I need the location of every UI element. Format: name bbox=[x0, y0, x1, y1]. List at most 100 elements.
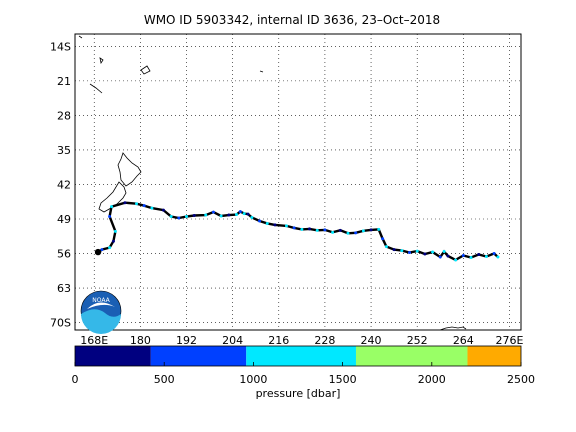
map-grid bbox=[75, 34, 521, 330]
track-profile-point bbox=[185, 215, 188, 219]
track-profile-point bbox=[219, 214, 223, 218]
track-profile-point bbox=[484, 254, 488, 258]
lat-tick-label: 56 bbox=[57, 248, 71, 261]
lat-tick-label: 35 bbox=[57, 144, 71, 157]
lat-tick-label: 49 bbox=[57, 213, 71, 226]
track-profile-point bbox=[242, 212, 246, 216]
colorbar-segments bbox=[75, 346, 521, 366]
track-profile-point bbox=[123, 201, 127, 205]
colorbar-tick-label: 2000 bbox=[418, 373, 446, 386]
latitude-labels: 14S 21 28 35 42 49 56 63 70S bbox=[50, 40, 71, 329]
colorbar-segment bbox=[246, 346, 356, 366]
antarctica-coast bbox=[439, 326, 467, 331]
track-profile-point bbox=[250, 216, 254, 220]
track-profile-point bbox=[100, 248, 104, 252]
float-track bbox=[94, 201, 500, 262]
track-profile-point bbox=[415, 249, 419, 253]
track-profile-point bbox=[246, 212, 250, 216]
colorbar-segment bbox=[355, 346, 468, 366]
land-outlines bbox=[78, 35, 467, 331]
colorbar-tick-label: 0 bbox=[72, 373, 79, 386]
track-profile-point bbox=[315, 228, 319, 232]
colorbar-segment bbox=[467, 346, 521, 366]
track-profile-point bbox=[346, 231, 350, 235]
lon-tick-label: 240 bbox=[361, 334, 382, 347]
track-profile-point bbox=[354, 231, 358, 235]
track-profile-point bbox=[369, 228, 373, 232]
track-profile-point bbox=[361, 229, 365, 233]
lon-tick-label: 168E bbox=[80, 334, 108, 347]
track-profile-point bbox=[300, 227, 304, 231]
track-profile-point bbox=[392, 248, 396, 252]
track-profile-point bbox=[408, 251, 411, 255]
track-profile-point bbox=[308, 227, 312, 231]
island-4 bbox=[78, 35, 83, 39]
track-start-marker bbox=[94, 248, 102, 256]
map-panel: 14S 21 28 35 42 49 56 63 70S 168E 180 192 204 216 228… bbox=[50, 33, 523, 347]
lat-tick-label: 28 bbox=[57, 109, 71, 122]
track-profile-point bbox=[192, 214, 196, 218]
track-profile-point bbox=[454, 258, 458, 262]
track-profile-point bbox=[113, 229, 117, 233]
island-3 bbox=[89, 83, 103, 94]
lon-tick-label: 228 bbox=[314, 334, 335, 347]
colorbar-tick-label: 2500 bbox=[507, 373, 535, 386]
lat-tick-label: 70S bbox=[50, 317, 71, 330]
track-profile-point bbox=[110, 205, 114, 209]
logo-sea bbox=[81, 309, 121, 334]
track-profile-point bbox=[108, 215, 112, 219]
colorbar-tick-label: 500 bbox=[154, 373, 175, 386]
track-profile-point bbox=[423, 252, 427, 256]
longitude-labels: 168E 180 192 204 216 228 240 252 264 276E bbox=[80, 334, 523, 347]
island-2 bbox=[140, 65, 151, 75]
track-profile-point bbox=[338, 228, 342, 232]
colorbar: 0 500 1000 1500 2000 2500 pressure [dbar] bbox=[72, 345, 535, 400]
track-profile-point bbox=[234, 213, 238, 217]
track-profile-point bbox=[461, 254, 465, 258]
track-profile-point bbox=[496, 255, 500, 259]
track-profile-point bbox=[438, 255, 442, 259]
track-profile-point bbox=[384, 245, 388, 249]
track-profile-point bbox=[469, 255, 473, 259]
lat-tick-label: 42 bbox=[57, 178, 71, 191]
track-profile-point bbox=[258, 219, 262, 223]
lon-tick-label: 192 bbox=[176, 334, 197, 347]
track-profile-point bbox=[161, 208, 165, 212]
track-profile-point bbox=[477, 253, 481, 257]
track-profile-point bbox=[211, 210, 215, 214]
track-profile-point bbox=[431, 250, 435, 254]
lon-tick-label: 264 bbox=[453, 334, 474, 347]
track-profile-point bbox=[111, 239, 115, 243]
track-profile-point bbox=[265, 221, 269, 225]
colorbar-ticks: 0 500 1000 1500 2000 2500 bbox=[72, 362, 535, 386]
colorbar-label: pressure [dbar] bbox=[256, 387, 341, 400]
logo-text: NOAA bbox=[92, 297, 110, 304]
track-profile-point bbox=[177, 216, 181, 220]
track-profile-point bbox=[331, 230, 335, 234]
lat-tick-label: 21 bbox=[57, 75, 71, 88]
logo-bird bbox=[87, 302, 115, 309]
track-profile-point bbox=[284, 224, 288, 228]
track-profile-point bbox=[400, 249, 404, 253]
lat-tick-label: 63 bbox=[57, 282, 71, 295]
track-profile-point bbox=[108, 246, 112, 250]
figure-title: WMO ID 5903342, internal ID 3636, 23–Oct… bbox=[144, 13, 440, 27]
track-profile-point bbox=[204, 213, 208, 217]
colorbar-tick-label: 1000 bbox=[239, 373, 267, 386]
new-zealand-north-island bbox=[117, 152, 142, 187]
track-profile-point bbox=[169, 215, 173, 219]
island-1 bbox=[99, 57, 104, 65]
track-profile-point bbox=[238, 210, 242, 214]
track-profile-point bbox=[492, 252, 496, 256]
track-profile-point bbox=[292, 226, 296, 230]
colorbar-segment bbox=[75, 346, 151, 366]
colorbar-tick-label: 1500 bbox=[329, 373, 357, 386]
lon-tick-label: 180 bbox=[130, 334, 151, 347]
track-profile-point bbox=[446, 254, 450, 258]
lat-tick-label: 14S bbox=[50, 40, 71, 53]
track-profile-point bbox=[442, 250, 446, 254]
lon-tick-label: 216 bbox=[268, 334, 289, 347]
noaa-logo: NOAA bbox=[80, 290, 122, 334]
track-profile-point bbox=[273, 223, 277, 227]
